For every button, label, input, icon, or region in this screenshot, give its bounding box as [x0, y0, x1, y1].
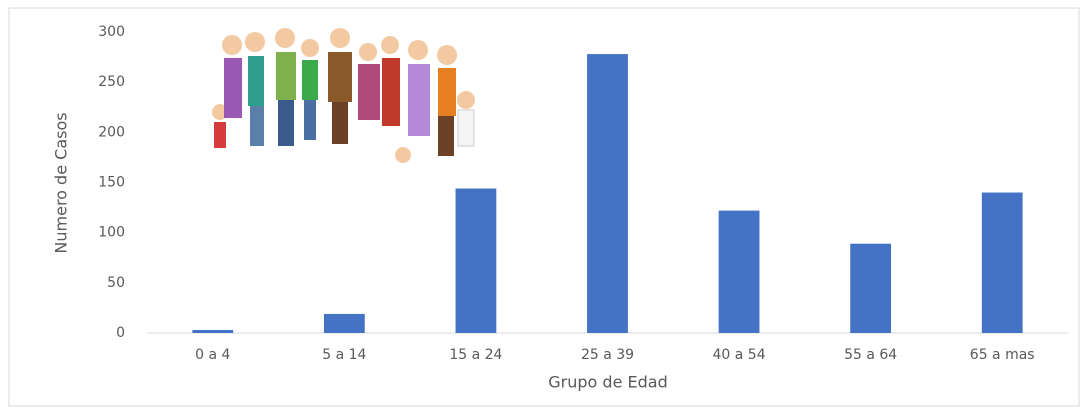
x-axis-title: Grupo de Edad [548, 373, 667, 392]
bar [323, 313, 365, 333]
y-tick-label: 300 [98, 24, 125, 40]
x-tick-label: 5 a 14 [322, 347, 366, 363]
y-tick-label: 250 [98, 74, 125, 90]
bar [587, 54, 628, 333]
bar [192, 329, 234, 333]
y-tick-label: 50 [107, 275, 125, 291]
bar [455, 188, 497, 333]
x-tick-label: 65 a mas [970, 347, 1035, 363]
bar [981, 192, 1023, 333]
bar [718, 210, 760, 333]
y-tick-label: 100 [98, 225, 125, 241]
y-axis-title: Numero de Casos [52, 112, 71, 253]
bar [850, 243, 892, 333]
family-illustration [212, 28, 475, 163]
y-tick-label: 150 [98, 175, 125, 191]
x-tick-label: 15 a 24 [449, 347, 502, 363]
chart-frame [8, 7, 1080, 407]
y-tick-label: 0 [116, 325, 125, 341]
x-tick-label: 25 a 39 [581, 347, 634, 363]
x-tick-label: 55 a 64 [844, 347, 897, 363]
x-tick-label: 40 a 54 [713, 347, 766, 363]
x-tick-label: 0 a 4 [195, 347, 230, 363]
y-tick-label: 200 [98, 124, 125, 140]
